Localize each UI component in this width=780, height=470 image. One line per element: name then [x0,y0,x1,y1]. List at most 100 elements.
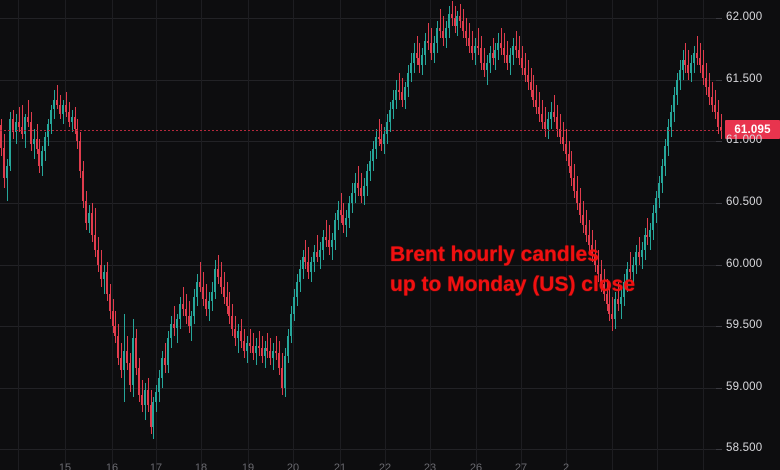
candle-wick [560,114,561,144]
candle-body [38,148,40,167]
candle-body [214,269,216,292]
candle [27,0,29,470]
candle [416,0,418,470]
price-axis[interactable]: 61.095 62.000 61.500 61.000 60.500 60.000 59.… [722,0,780,470]
candle-body [693,52,695,63]
candle-body [170,323,172,339]
candle-body [223,286,225,297]
candle-body [702,65,704,78]
candle-wick [95,207,96,258]
candle-body [147,390,149,405]
candle [106,0,108,470]
candle [386,0,388,470]
candle-wick [402,77,403,108]
axis-tick [716,18,722,19]
candle-body [494,50,496,58]
candle [281,0,283,470]
gridline-horizontal [0,449,722,450]
plot-area[interactable] [0,0,722,470]
candle-body [413,52,415,63]
candle [109,0,111,470]
axis-tick [716,203,722,204]
candle-body [550,111,552,120]
candle-body [68,111,70,122]
candle-wick [66,92,67,117]
candle-body [334,220,336,240]
candle-wick [305,239,306,270]
candle-body [310,262,312,272]
candle [173,0,175,470]
candle [617,0,619,470]
candle-body [190,316,192,327]
candle [117,0,119,470]
candle [296,0,298,470]
candle-body [33,139,35,144]
candle [521,0,523,470]
candle-body [155,392,157,403]
candle [85,0,87,470]
candle [597,0,599,470]
candle [150,0,152,470]
candle-wick [618,281,619,312]
candle [600,0,602,470]
candle-body [299,269,301,282]
candle [614,0,616,470]
candle [500,0,502,470]
candle [269,0,271,470]
candle [38,0,40,470]
gridline-vertical [612,0,613,470]
candle-body [585,225,587,235]
candle-body [208,301,210,309]
candle [164,0,166,470]
candle [392,0,394,470]
candle [658,0,660,470]
candle-wick [19,107,20,132]
candle-wick [381,124,382,152]
last-price-dotted-line [0,130,722,131]
candle [310,0,312,470]
candle-body [243,340,245,351]
candle [152,0,154,470]
candle-body [503,47,505,56]
candle-wick [519,35,520,66]
candle [544,0,546,470]
candle [512,0,514,470]
candle-body [293,296,295,314]
candle-wick [174,306,175,336]
candle-body [506,55,508,63]
candle [79,0,81,470]
candle-body [690,62,692,73]
candle-body [129,362,131,386]
gridline-vertical [476,0,477,470]
candle [76,0,78,470]
candle-wick [647,217,648,245]
candle-body [255,345,257,354]
candle-body [655,198,657,213]
candle [489,0,491,470]
price-axis-label: 60.500 [726,196,763,208]
candle [234,0,236,470]
candle [588,0,590,470]
candle-body [360,188,362,196]
candle-body [629,269,631,272]
candle-body [117,335,119,359]
candle-body [79,141,81,171]
candle [252,0,254,470]
gridline-horizontal [0,141,722,142]
candle-body [524,67,526,76]
candle [255,0,257,470]
candle-body [85,200,87,223]
candle-body [167,338,169,366]
chart-annotation: Brent hourly candles up to Monday (US) c… [390,240,635,300]
candle [284,0,286,470]
candle [74,0,76,470]
candle-body [720,126,722,130]
time-axis[interactable]: 15 16 17 18 19 20 21 22 23 26 27 2 [0,462,722,470]
candle [550,0,552,470]
candle-body [448,13,450,29]
candle-body [71,116,73,122]
candle [179,0,181,470]
candle-body [258,345,260,349]
gridline-vertical [201,0,202,470]
candle-body [667,126,669,147]
